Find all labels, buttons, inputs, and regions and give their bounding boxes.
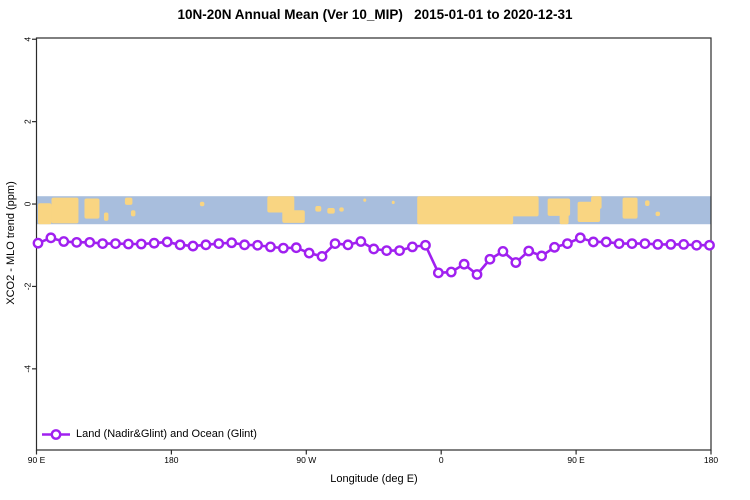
data-point-marker [161,236,173,248]
data-point-marker [342,239,354,251]
data-point-marker [587,236,599,248]
map-band-land-patch [199,201,205,207]
data-point-marker [600,236,612,248]
map-band-land-patch [124,197,133,205]
data-point-marker [226,237,238,249]
legend-marker-icon [50,429,62,440]
data-point-marker [562,238,573,249]
data-point-marker [471,269,483,280]
map-band-land-patch [559,213,569,225]
data-point-marker [84,236,96,248]
y-tick-label: 2 [23,119,33,124]
data-point-marker [187,240,199,252]
map-band-ocean [36,196,711,225]
data-point-marker [691,239,703,251]
data-point-marker [445,266,457,278]
map-band-land-patch [130,210,136,217]
map-band-land-patch [645,200,650,207]
map-band-land-patch [363,198,367,202]
data-point-marker [497,246,509,257]
data-point-marker [368,243,380,255]
data-point-marker [303,247,315,259]
data-point-marker [97,238,109,249]
map-band-land-patch [622,197,638,219]
data-point-marker [71,236,83,248]
data-point-marker [329,238,341,249]
map-band-land-patch [504,196,539,217]
data-point-marker [45,232,57,244]
data-point-marker [122,238,134,250]
data-point-marker [523,245,535,257]
data-point-marker [355,236,367,247]
data-point-marker [626,238,638,249]
x-tick-label: 180 [164,455,178,465]
data-point-marker [407,241,418,253]
data-point-marker [32,237,44,249]
data-point-marker [316,250,328,262]
map-band-land-patch [282,210,305,223]
x-tick-label: 90 E [28,455,46,465]
data-point-marker [135,238,147,250]
data-point-marker [458,258,470,270]
data-point-marker [265,241,276,253]
data-point-marker [394,245,405,256]
data-point-marker [290,242,302,254]
map-band-land-patch [37,203,52,225]
data-point-marker [174,239,186,251]
y-axis-label: XCO2 - MLO trend (ppm) [5,181,17,305]
data-point-marker [239,239,250,251]
data-point-marker [665,239,677,250]
y-tick-label: -4 [23,365,33,373]
map-band-land-patch [103,212,109,221]
data-point-marker [613,238,625,249]
x-tick-label: 0 [439,455,444,465]
x-tick-label: 180 [704,455,718,465]
map-band-land-patch [391,200,395,205]
data-point-marker [510,257,522,268]
legend-label: Land (Nadir&Glint) and Ocean (Glint) [76,428,257,440]
data-point-marker [200,239,212,251]
x-tick-label: 90 E [567,455,585,465]
map-band-land-patch [339,207,344,212]
x-axis-label: Longitude (deg E) [330,473,418,485]
map-band-land-patch [547,198,571,216]
data-point-marker [432,267,444,279]
data-point-marker [148,237,160,249]
map-band-land-patch [655,211,661,217]
y-tick-label: -2 [23,282,33,290]
data-point-marker [639,238,651,249]
map-band-land-patch [267,196,295,213]
data-point-marker [381,245,393,256]
data-point-marker [110,238,121,249]
map-band-land-patch [327,207,335,214]
data-point-marker [536,250,548,262]
data-point-marker [58,236,70,247]
data-point-marker [574,232,586,244]
data-point-marker [420,239,431,251]
x-tick-label: 90 W [296,455,316,465]
data-point-marker [213,238,225,249]
chart-title: 10N-20N Annual Mean (Ver 10_MIP) 2015-01… [177,7,573,22]
map-band-land-patch [315,206,322,212]
map-band-land-patch [417,196,514,225]
y-tick-label: 0 [23,201,33,206]
data-point-marker [704,239,715,251]
data-point-marker [252,239,263,251]
data-point-marker [652,239,664,250]
y-tick-label: 4 [23,37,33,42]
data-point-marker [484,253,496,265]
data-point-marker [549,241,560,253]
map-band-land-patch [591,196,602,209]
data-point-marker [277,242,289,254]
map-band-land-patch [51,197,79,224]
data-point-marker [678,239,690,250]
map-band-land-patch [84,198,100,219]
